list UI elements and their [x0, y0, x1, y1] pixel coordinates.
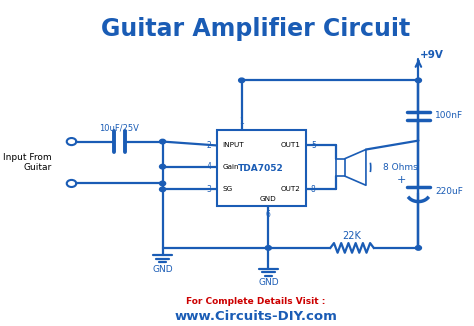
Text: GND: GND: [260, 196, 277, 202]
Text: 2: 2: [207, 141, 211, 150]
Bar: [336, 158, 345, 176]
Text: For Complete Details Visit :: For Complete Details Visit :: [186, 297, 326, 306]
Text: GND: GND: [258, 278, 279, 287]
Circle shape: [265, 246, 272, 250]
Text: INPUT: INPUT: [222, 142, 244, 148]
Text: Input From
Guitar: Input From Guitar: [3, 153, 52, 172]
Text: 1: 1: [239, 117, 244, 126]
Text: +9V: +9V: [419, 50, 443, 60]
Circle shape: [415, 78, 421, 82]
Circle shape: [415, 246, 421, 250]
Text: OUT1: OUT1: [280, 142, 300, 148]
Text: 8: 8: [311, 185, 316, 194]
Text: 220uF: 220uF: [435, 187, 463, 196]
Circle shape: [238, 78, 245, 82]
Text: TDA7052: TDA7052: [238, 164, 284, 173]
Text: www.Circuits-DIY.com: www.Circuits-DIY.com: [174, 310, 337, 323]
Text: 100nF: 100nF: [435, 111, 463, 120]
Text: 6: 6: [266, 210, 271, 219]
Circle shape: [160, 139, 165, 144]
Text: 8 Ohms: 8 Ohms: [383, 163, 418, 172]
Text: +: +: [397, 175, 407, 185]
Circle shape: [160, 164, 165, 169]
Text: Guitar Amplifier Circuit: Guitar Amplifier Circuit: [101, 17, 410, 41]
Text: 3: 3: [207, 185, 211, 194]
Text: 5: 5: [311, 141, 316, 150]
Bar: [217, 130, 306, 206]
Circle shape: [160, 187, 165, 192]
Text: 10uF/25V: 10uF/25V: [99, 124, 139, 133]
Text: 22K: 22K: [343, 231, 362, 241]
Text: 4: 4: [207, 162, 211, 171]
Text: Gain: Gain: [222, 164, 239, 170]
Circle shape: [160, 181, 165, 186]
Text: GND: GND: [152, 265, 173, 274]
Text: OUT2: OUT2: [280, 186, 300, 192]
Text: SG: SG: [222, 186, 233, 192]
